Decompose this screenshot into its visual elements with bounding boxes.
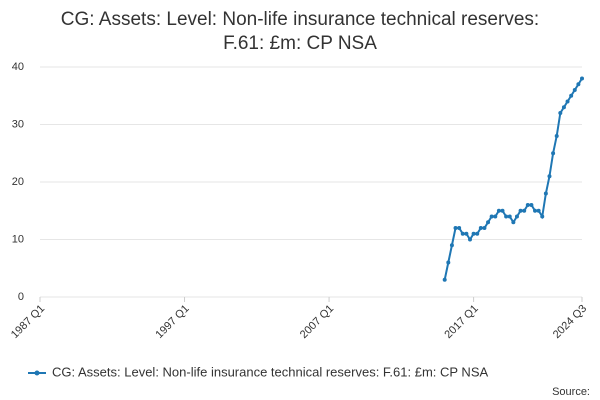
point bbox=[565, 99, 570, 104]
point bbox=[446, 260, 451, 265]
point bbox=[529, 203, 534, 207]
point bbox=[457, 226, 462, 230]
line bbox=[443, 77, 583, 280]
chart-title: CG: Assets: Level: Non-life insurance te… bbox=[61, 9, 539, 54]
point bbox=[540, 214, 545, 219]
point bbox=[460, 231, 465, 236]
point bbox=[449, 243, 454, 248]
point bbox=[522, 208, 527, 213]
point bbox=[551, 151, 556, 156]
point bbox=[464, 231, 469, 236]
point bbox=[489, 214, 494, 219]
point bbox=[493, 214, 498, 219]
point bbox=[496, 208, 501, 213]
point bbox=[547, 174, 552, 179]
point bbox=[558, 111, 563, 115]
x-tick-label: 2024 Q3 bbox=[551, 303, 589, 341]
point bbox=[533, 208, 538, 213]
x-tick-label: 1997 Q1 bbox=[153, 303, 191, 341]
x-tick-label: 2017 Q1 bbox=[442, 303, 480, 341]
source: Source: bbox=[552, 386, 590, 398]
y-tick-label: 0 bbox=[18, 291, 24, 303]
point bbox=[486, 220, 491, 225]
y-tick-label: 10 bbox=[12, 233, 24, 245]
point bbox=[467, 237, 472, 242]
point bbox=[569, 93, 574, 98]
point bbox=[504, 214, 509, 219]
point bbox=[554, 134, 559, 138]
point bbox=[478, 226, 483, 230]
point bbox=[442, 277, 447, 282]
point bbox=[511, 220, 516, 225]
point bbox=[475, 231, 480, 236]
point bbox=[561, 105, 566, 110]
point bbox=[471, 231, 476, 236]
point bbox=[543, 191, 548, 196]
x-tick-label: 1987 Q1 bbox=[9, 303, 47, 341]
x-tick-label: 2007 Q1 bbox=[298, 303, 336, 341]
legend-marker bbox=[34, 370, 40, 376]
point bbox=[507, 214, 512, 219]
y-tick-label: 40 bbox=[12, 61, 24, 73]
point bbox=[576, 82, 581, 87]
point bbox=[453, 226, 458, 230]
y-tick-label: 20 bbox=[12, 176, 24, 188]
point bbox=[572, 88, 577, 92]
point bbox=[500, 208, 505, 213]
point bbox=[482, 226, 487, 230]
point bbox=[514, 214, 519, 219]
point bbox=[518, 208, 523, 213]
point bbox=[525, 203, 530, 207]
legend-label: CG: Assets: Level: Non-life insurance te… bbox=[52, 364, 488, 379]
y-tick-label: 30 bbox=[12, 118, 24, 130]
point bbox=[580, 76, 584, 81]
point bbox=[536, 208, 541, 213]
